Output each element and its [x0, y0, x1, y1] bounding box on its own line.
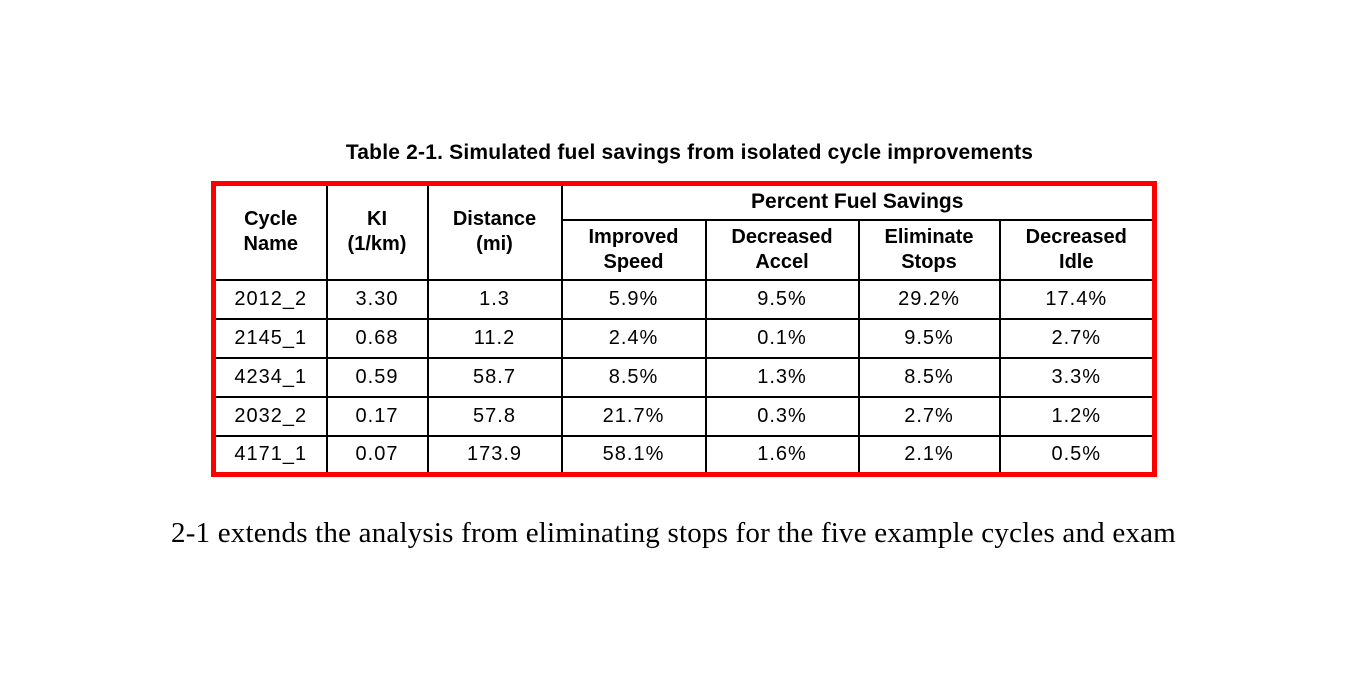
cell-distance: 173.9 [426, 434, 563, 476]
cell-decreased-accel: 9.5% [704, 278, 860, 320]
cell-decreased-accel: 0.1% [704, 317, 860, 359]
table-caption: Table 2-1. Simulated fuel savings from i… [345, 141, 1034, 164]
col-group-percent-fuel-savings: Percent Fuel Savings [560, 182, 1156, 221]
cell-distance: 58.7 [426, 356, 563, 398]
cell-eliminate-stops: 2.1% [857, 434, 1001, 476]
cell-improved-speed: 2.4% [560, 317, 707, 359]
body-text: 2-1 extends the analysis from eliminatin… [171, 517, 1176, 549]
cell-decreased-accel: 1.6% [704, 434, 860, 476]
col-header-eliminate-stops: Eliminate Stops [857, 218, 1001, 281]
cell-eliminate-stops: 8.5% [857, 356, 1001, 398]
table-row: 2012_2 3.30 1.3 5.9% 9.5% 29.2% 17.4% [212, 278, 1156, 320]
cell-eliminate-stops: 29.2% [857, 278, 1001, 320]
cell-ki: 0.17 [325, 395, 429, 437]
fuel-savings-table: Cycle Name KI (1/km) Distance (mi) Perce… [211, 181, 1157, 477]
cell-ki: 0.59 [325, 356, 429, 398]
cell-decreased-accel: 1.3% [704, 356, 860, 398]
table-row: 2145_1 0.68 11.2 2.4% 0.1% 9.5% 2.7% [212, 317, 1156, 359]
cell-decreased-idle: 17.4% [998, 278, 1156, 320]
cell-decreased-accel: 0.3% [704, 395, 860, 437]
cell-ki: 3.30 [325, 278, 429, 320]
col-header-cycle-name: Cycle Name [212, 182, 328, 281]
col-header-improved-speed: Improved Speed [560, 218, 707, 281]
table-header-row-sub: Improved Speed Decreased Accel Eliminate… [214, 218, 1156, 281]
cell-cycle-name: 4234_1 [212, 356, 328, 398]
cell-decreased-idle: 0.5% [998, 434, 1156, 476]
cell-improved-speed: 58.1% [560, 434, 707, 476]
cell-eliminate-stops: 2.7% [857, 395, 1001, 437]
cell-decreased-idle: 3.3% [998, 356, 1156, 398]
cell-ki: 0.68 [325, 317, 429, 359]
col-header-distance: Distance (mi) [426, 182, 563, 281]
cell-distance: 57.8 [426, 395, 563, 437]
cell-ki: 0.07 [325, 434, 429, 476]
cell-improved-speed: 8.5% [560, 356, 707, 398]
cell-distance: 11.2 [426, 317, 563, 359]
table-row: 4171_1 0.07 173.9 58.1% 1.6% 2.1% 0.5% [212, 434, 1156, 476]
cell-improved-speed: 5.9% [560, 278, 707, 320]
cell-improved-speed: 21.7% [560, 395, 707, 437]
cell-distance: 1.3 [426, 278, 563, 320]
col-header-decreased-accel: Decreased Accel [704, 218, 860, 281]
col-header-decreased-idle: Decreased Idle [998, 218, 1156, 281]
table-row: 4234_1 0.59 58.7 8.5% 1.3% 8.5% 3.3% [212, 356, 1156, 398]
cell-decreased-idle: 1.2% [998, 395, 1156, 437]
cell-cycle-name: 4171_1 [212, 434, 328, 476]
col-header-ki: KI (1/km) [325, 182, 429, 281]
cell-decreased-idle: 2.7% [998, 317, 1156, 359]
table-header-row-group: Cycle Name KI (1/km) Distance (mi) Perce… [212, 182, 1156, 281]
cell-cycle-name: 2032_2 [212, 395, 328, 437]
table-row: 2032_2 0.17 57.8 21.7% 0.3% 2.7% 1.2% [212, 395, 1156, 437]
cell-eliminate-stops: 9.5% [857, 317, 1001, 359]
cell-cycle-name: 2012_2 [212, 278, 328, 320]
cell-cycle-name: 2145_1 [212, 317, 328, 359]
